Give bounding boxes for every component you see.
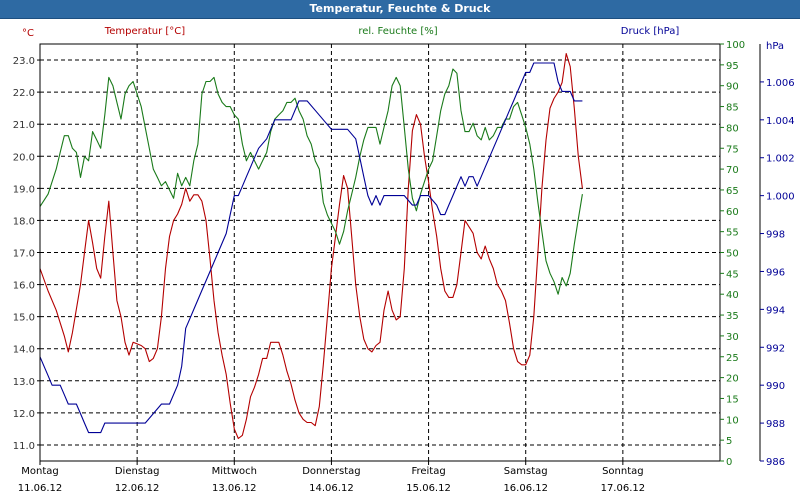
pressure-tick-label: 1.004: [766, 116, 795, 127]
temperature-tick-label: 11.0: [13, 441, 35, 452]
x-tick-day: Donnerstag: [302, 466, 360, 477]
grid: [40, 44, 720, 461]
pressure-axis: 986 988 990 992 994 996 998 1.000 1.002 1.004 1.00…: [759, 44, 795, 468]
humidity-tick-label: 100: [726, 40, 745, 51]
pressure-tick-label: 992: [766, 343, 785, 354]
x-tick-date: 15.06.12: [406, 483, 451, 494]
pressure-tick-label: 996: [766, 267, 785, 278]
humidity-axis: 0 5 10 15 20 25 30 35 40 45 50 55 60 65 70 75 80 85 90 95 10…: [720, 40, 745, 468]
pressure-axis-title: Druck [hPa]: [621, 26, 680, 37]
chart: 11.0 12.0 13.0 14.0 15.0 16.0 17.0 18.0 19.0 20.0…: [0, 19, 800, 500]
temperature-tick-label: 21.0: [13, 120, 35, 131]
pressure-tick-label: 986: [766, 457, 785, 468]
temperature-unit: °C: [22, 28, 34, 39]
humidity-tick-label: 35: [726, 311, 739, 322]
humidity-tick-label: 90: [726, 82, 739, 93]
temperature-tick-label: 22.0: [13, 88, 35, 99]
humidity-tick-label: 45: [726, 269, 739, 280]
x-tick-date: 17.06.12: [601, 483, 646, 494]
pressure-unit: hPa: [766, 41, 784, 52]
humidity-tick-label: 85: [726, 103, 739, 114]
pressure-tick-label: 1.006: [766, 78, 795, 89]
x-tick-date: 13.06.12: [212, 483, 257, 494]
pressure-tick-label: 990: [766, 381, 785, 392]
series-labels: °C Temperatur [°C] rel. Feuchte [%] Druck […: [22, 26, 784, 52]
humidity-tick-label: 80: [726, 123, 739, 134]
humidity-tick-label: 40: [726, 290, 739, 301]
temperature-axis: 11.0 12.0 13.0 14.0 15.0 16.0 17.0 18.0 19.0 20.0…: [13, 56, 40, 452]
humidity-tick-label: 95: [726, 61, 739, 72]
temperature-tick-label: 20.0: [13, 152, 35, 163]
x-tick-day: Samstag: [504, 466, 548, 477]
humidity-tick-label: 75: [726, 144, 739, 155]
chart-title: Temperatur, Feuchte & Druck: [309, 2, 491, 15]
pressure-series-line: [39, 62, 583, 434]
x-tick-day: Sonntag: [602, 466, 644, 477]
x-tick-day: Montag: [21, 466, 58, 477]
x-tick-day: Dienstag: [115, 466, 160, 477]
temperature-axis-title: Temperatur [°C]: [104, 26, 185, 37]
humidity-tick-label: 15: [726, 394, 739, 405]
pressure-tick-label: 1.002: [766, 154, 795, 165]
temperature-tick-label: 17.0: [13, 249, 35, 260]
humidity-tick-label: 30: [726, 332, 739, 343]
x-tick-day: Freitag: [411, 466, 445, 477]
x-tick-date: 14.06.12: [309, 483, 354, 494]
x-tick-date: 16.06.12: [503, 483, 548, 494]
humidity-tick-label: 70: [726, 165, 739, 176]
x-tick-day: Mittwoch: [212, 466, 257, 477]
humidity-tick-label: 10: [726, 415, 739, 426]
humidity-tick-label: 0: [726, 457, 732, 468]
x-axis: Montag 11.06.12 Dienstag 12.06.12 Mittwoch 13…: [18, 461, 645, 494]
humidity-axis-title: rel. Feuchte [%]: [358, 26, 437, 37]
pressure-tick-label: 1.000: [766, 192, 795, 203]
x-tick-date: 11.06.12: [18, 483, 63, 494]
temperature-tick-label: 13.0: [13, 377, 35, 388]
chart-background: [0, 19, 800, 500]
humidity-tick-label: 50: [726, 249, 739, 260]
pressure-tick-label: 998: [766, 230, 785, 241]
temperature-tick-label: 19.0: [13, 184, 35, 195]
humidity-tick-label: 55: [726, 228, 739, 239]
temperature-tick-label: 18.0: [13, 216, 35, 227]
humidity-tick-label: 5: [726, 436, 732, 447]
humidity-tick-label: 25: [726, 353, 739, 364]
humidity-tick-label: 65: [726, 186, 739, 197]
temperature-tick-label: 23.0: [13, 56, 35, 67]
title-bar: Temperatur, Feuchte & Druck: [0, 0, 800, 19]
humidity-tick-label: 60: [726, 207, 739, 218]
pressure-tick-label: 988: [766, 419, 785, 430]
humidity-series-line: [39, 68, 583, 295]
temperature-series-line: [39, 53, 583, 440]
pressure-tick-label: 994: [766, 305, 785, 316]
x-tick-date: 12.06.12: [115, 483, 160, 494]
temperature-tick-label: 14.0: [13, 345, 35, 356]
temperature-tick-label: 15.0: [13, 313, 35, 324]
temperature-tick-label: 16.0: [13, 281, 35, 292]
humidity-tick-label: 20: [726, 374, 739, 385]
temperature-tick-label: 12.0: [13, 409, 35, 420]
series-layer: [39, 53, 583, 440]
